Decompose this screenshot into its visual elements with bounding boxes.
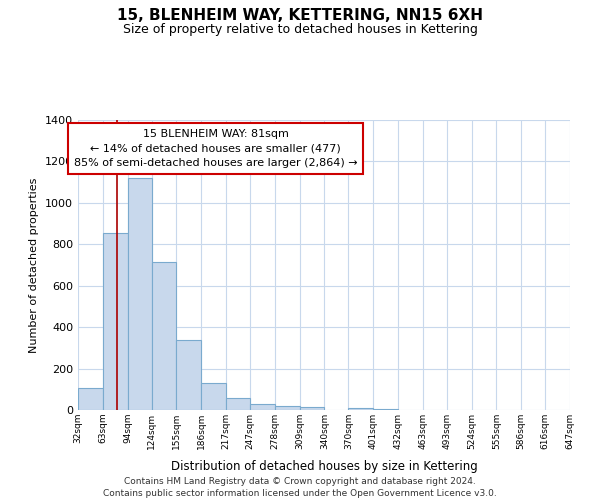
Bar bbox=[226, 398, 250, 410]
Y-axis label: Number of detached properties: Number of detached properties bbox=[29, 178, 40, 352]
Bar bbox=[250, 404, 275, 410]
Bar bbox=[176, 340, 201, 410]
Text: Contains HM Land Registry data © Crown copyright and database right 2024.: Contains HM Land Registry data © Crown c… bbox=[124, 478, 476, 486]
Text: 15 BLENHEIM WAY: 81sqm
← 14% of detached houses are smaller (477)
85% of semi-de: 15 BLENHEIM WAY: 81sqm ← 14% of detached… bbox=[74, 128, 358, 168]
Bar bbox=[78, 388, 103, 410]
Bar bbox=[275, 406, 299, 410]
X-axis label: Distribution of detached houses by size in Kettering: Distribution of detached houses by size … bbox=[170, 460, 478, 473]
Bar bbox=[128, 178, 152, 410]
Text: Size of property relative to detached houses in Kettering: Size of property relative to detached ho… bbox=[122, 22, 478, 36]
Bar bbox=[349, 408, 373, 410]
Bar bbox=[373, 409, 398, 410]
Bar bbox=[152, 262, 176, 410]
Bar bbox=[299, 407, 325, 410]
Text: 15, BLENHEIM WAY, KETTERING, NN15 6XH: 15, BLENHEIM WAY, KETTERING, NN15 6XH bbox=[117, 8, 483, 22]
Bar bbox=[103, 233, 128, 410]
Bar bbox=[201, 383, 226, 410]
Text: Contains public sector information licensed under the Open Government Licence v3: Contains public sector information licen… bbox=[103, 489, 497, 498]
